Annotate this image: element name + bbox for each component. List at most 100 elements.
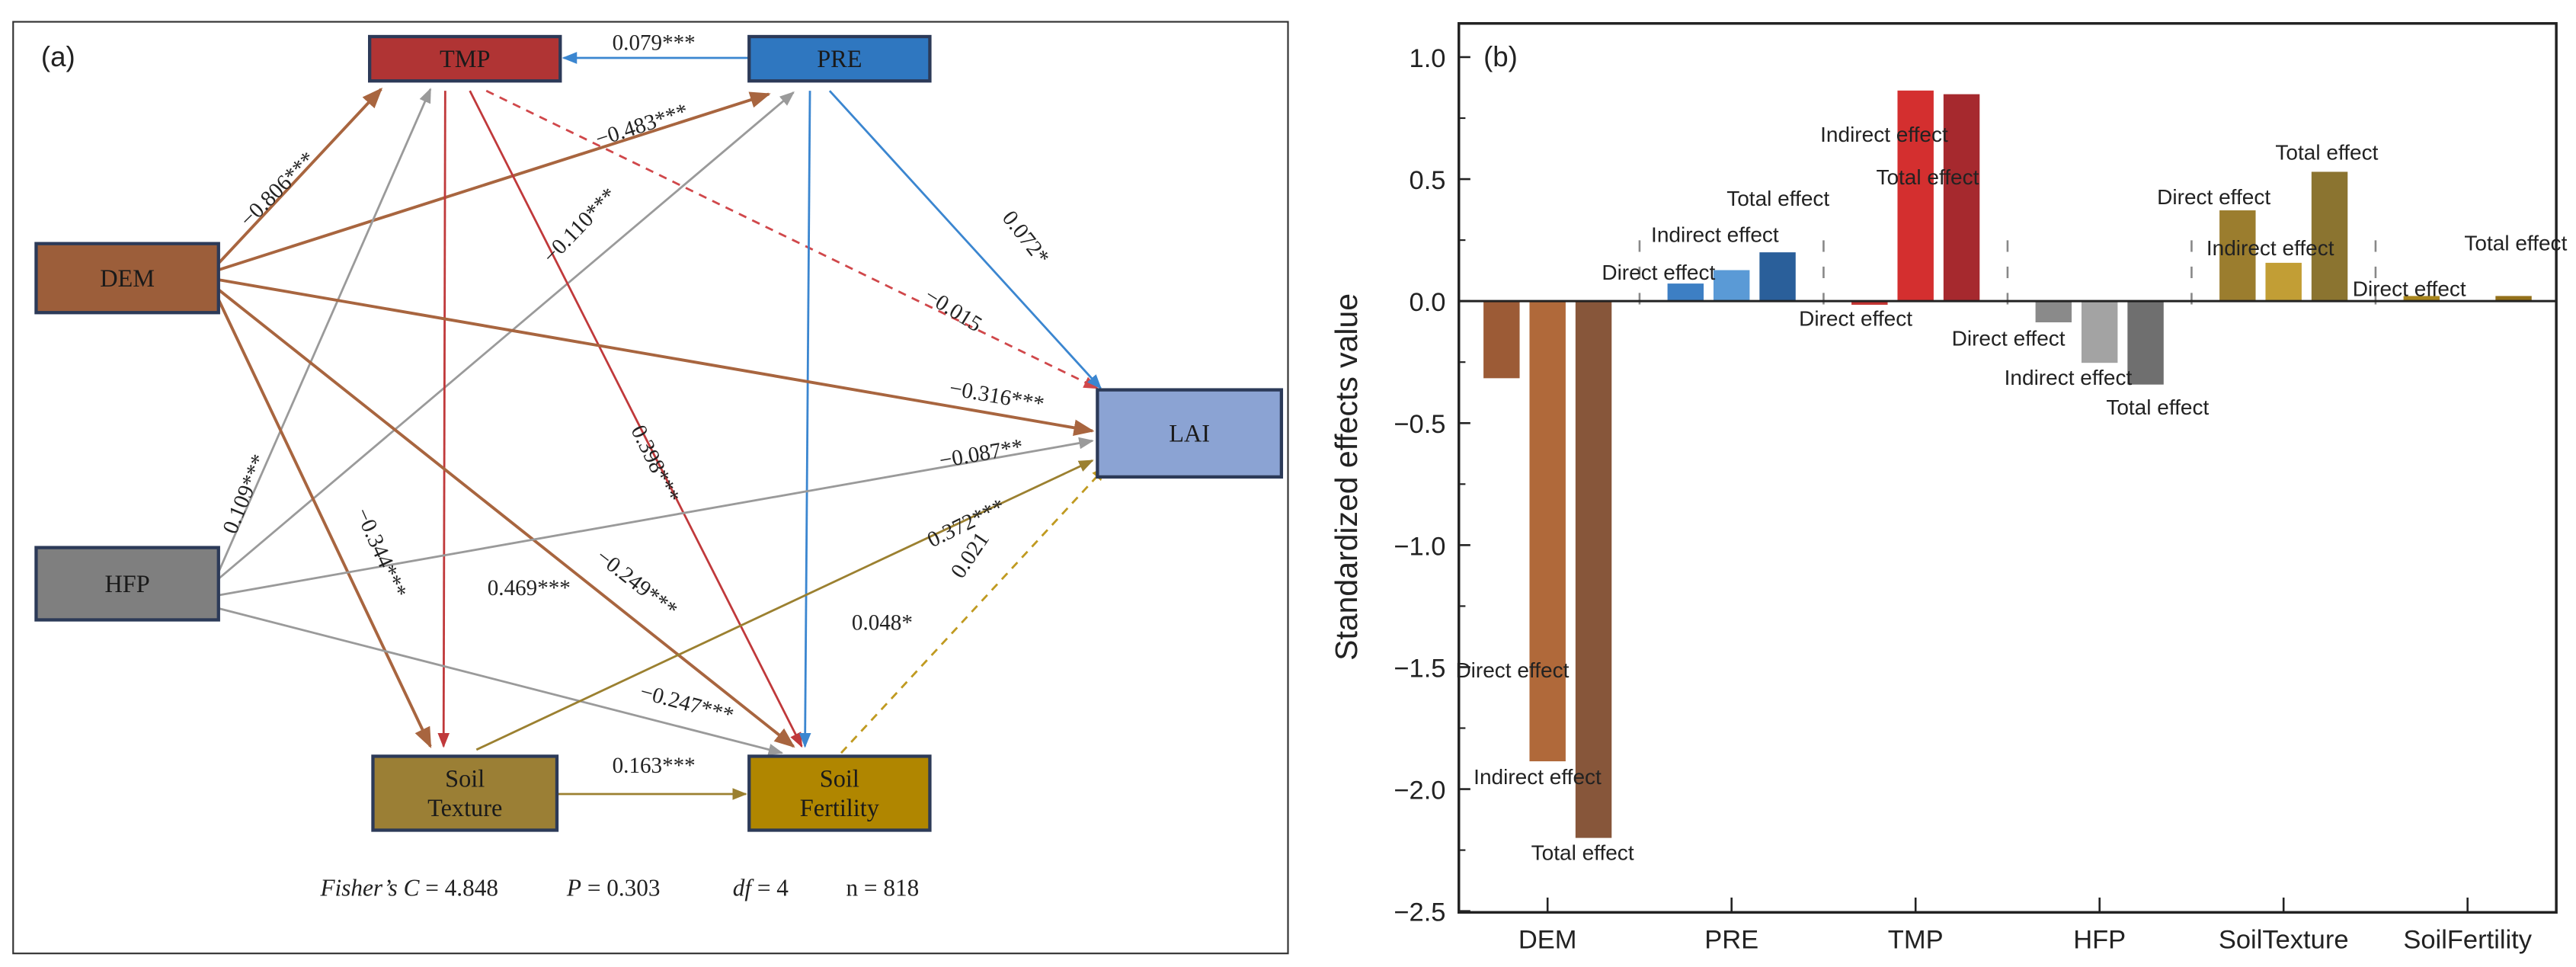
bar-label-soiltexture-total-effect: Total effect xyxy=(2275,141,2378,165)
node-soilfertility: SoilFertility xyxy=(747,754,932,832)
bar-dem-indirect-effect xyxy=(1529,301,1566,762)
y-axis-label: Standardized effects value xyxy=(1329,293,1364,661)
node-box xyxy=(747,34,932,83)
y-tick-label: −2.0 xyxy=(1394,776,1445,805)
path-arrow-soiltexture-to-lai xyxy=(475,459,1094,751)
bar-tmp-indirect-effect xyxy=(1897,90,1934,302)
path-arrow-tmp-to-lai xyxy=(485,89,1099,389)
path-arrow-dem-to-lai xyxy=(218,278,1095,437)
fit-statistic-value: = 4 xyxy=(751,875,789,901)
path-coefficient-soiltexture-to-soilfertility: 0.163*** xyxy=(613,754,696,778)
bar-tmp-total-effect xyxy=(1943,94,1980,302)
fit-statistic-name: df xyxy=(733,875,755,901)
y-tick-label: −1.0 xyxy=(1394,532,1445,561)
bar-pre-direct-effect xyxy=(1667,283,1704,302)
bar-label-soilfertility-direct-effect: Direct effect xyxy=(2353,277,2466,301)
bar-soiltexture-total-effect xyxy=(2311,171,2348,302)
bar-label-tmp-direct-effect: Direct effect xyxy=(1799,307,1912,331)
fit-statistic: df = 4 xyxy=(733,875,789,901)
model-fit-statistics: Fisher’s C = 4.848 P = 0.303 df = 4 n = 818 xyxy=(319,875,919,901)
node-label: DEM xyxy=(100,264,155,292)
bar-label-hfp-indirect-effect: Indirect effect xyxy=(2005,366,2133,389)
node-hfp: HFP xyxy=(34,546,220,622)
path-arrow-dem-to-tmp xyxy=(217,88,383,264)
bar-label-pre-indirect-effect: Indirect effect xyxy=(1651,223,1779,247)
node-box xyxy=(1096,388,1284,479)
bar-hfp-total-effect xyxy=(2127,301,2164,385)
panel-a-label: (a) xyxy=(41,41,75,72)
path-arrow-hfp-to-pre xyxy=(217,91,795,580)
y-tick-label: −0.5 xyxy=(1394,410,1445,439)
node-soiltexture: SoilTexture xyxy=(371,754,559,832)
bar-hfp-indirect-effect xyxy=(2081,301,2118,363)
node-lai: LAI xyxy=(1096,388,1284,479)
path-arrow-hfp-to-soilfertility xyxy=(218,607,784,756)
bar-dem-direct-effect xyxy=(1483,301,1520,379)
panel-b-label: (b) xyxy=(1483,41,1518,72)
node-label: TMP xyxy=(440,45,490,72)
bar-label-dem-direct-effect: Direct effect xyxy=(1455,658,1569,682)
bar-label-soiltexture-direct-effect: Direct effect xyxy=(2157,185,2270,209)
path-arrow-dem-to-pre xyxy=(218,91,771,272)
path-coefficient-tmp-to-soiltexture: 0.469*** xyxy=(488,576,571,600)
bar-soilfertility-direct-effect xyxy=(2403,296,2440,302)
y-tick-label: 0.5 xyxy=(1410,166,1446,195)
y-tick-label: 1.0 xyxy=(1410,44,1446,73)
path-coefficient-pre-to-soilfertility: 0.048* xyxy=(852,610,913,635)
node-box xyxy=(368,34,562,83)
bar-label-tmp-indirect-effect: Indirect effect xyxy=(1820,123,1948,146)
chart-plot-frame xyxy=(1458,22,2558,914)
node-label: Texture xyxy=(427,794,502,821)
bar-pre-total-effect xyxy=(1759,252,1796,302)
panel-a-path-diagram: (a) 0.079***−0.806***−0.483***0.109***−0… xyxy=(12,21,1289,955)
bar-dem-total-effect xyxy=(1575,301,1612,838)
x-tick-label-dem: DEM xyxy=(1518,926,1577,955)
bar-soilfertility-total-effect xyxy=(2495,296,2532,302)
bar-soiltexture-direct-effect xyxy=(2219,210,2256,302)
fit-statistic-value: = 0.303 xyxy=(581,875,661,901)
y-tick-label: 0.0 xyxy=(1410,288,1446,317)
node-label: LAI xyxy=(1169,420,1210,447)
y-tick-label: −1.5 xyxy=(1394,654,1445,683)
fit-statistic-value: = 4.848 xyxy=(419,875,498,901)
bar-soiltexture-indirect-effect xyxy=(2265,262,2302,302)
bar-label-hfp-total-effect: Total effect xyxy=(2106,395,2209,419)
fit-statistic: P = 0.303 xyxy=(566,875,661,901)
node-label: Fertility xyxy=(800,794,880,821)
bar-label-soiltexture-indirect-effect: Indirect effect xyxy=(2206,236,2334,260)
fit-statistic: n = 818 xyxy=(846,875,919,901)
y-tick-label: −2.5 xyxy=(1394,898,1445,927)
bar-label-hfp-direct-effect: Direct effect xyxy=(1952,326,2066,350)
bar-label-tmp-total-effect: Total effect xyxy=(1876,165,1979,189)
bar-label-pre-direct-effect: Direct effect xyxy=(1602,261,1715,284)
x-tick-label-soilfertility: SoilFertility xyxy=(2403,926,2532,955)
path-coefficient-pre-to-tmp: 0.079*** xyxy=(613,30,696,55)
path-arrow-hfp-to-lai xyxy=(218,437,1094,597)
node-label: Soil xyxy=(445,764,485,792)
node-box xyxy=(747,754,932,832)
x-tick-label-tmp: TMP xyxy=(1888,926,1944,955)
bar-label-soilfertility-total-effect: Total effect xyxy=(2464,231,2567,255)
node-box xyxy=(371,754,559,832)
bar-hfp-direct-effect xyxy=(2035,301,2072,323)
panel-b-bar-chart: (b) Standardized effects value 1.0 0.5 0.0… xyxy=(1329,22,2568,955)
fit-statistic: Fisher’s C = 4.848 xyxy=(319,875,498,901)
node-label: Soil xyxy=(820,764,859,792)
fit-statistic-value: n = 818 xyxy=(846,875,919,901)
path-arrow-pre-to-soilfertility xyxy=(798,91,811,748)
node-pre: PRE xyxy=(747,34,932,83)
node-label: PRE xyxy=(817,45,862,72)
node-box xyxy=(34,242,220,315)
path-arrow-tmp-to-soiltexture xyxy=(437,91,450,748)
x-tick-label-soiltexture: SoilTexture xyxy=(2219,926,2349,955)
node-dem: DEM xyxy=(34,242,220,315)
path-arrow-tmp-to-soilfertility xyxy=(469,90,803,748)
node-tmp: TMP xyxy=(368,34,562,83)
fit-statistic-name: Fisher’s C xyxy=(319,875,420,901)
x-tick-label-hfp: HFP xyxy=(2073,926,2126,955)
node-box xyxy=(34,546,220,622)
bar-label-dem-total-effect: Total effect xyxy=(1531,841,1634,864)
fit-statistic-name: P xyxy=(566,875,581,901)
node-label: HFP xyxy=(104,570,149,597)
